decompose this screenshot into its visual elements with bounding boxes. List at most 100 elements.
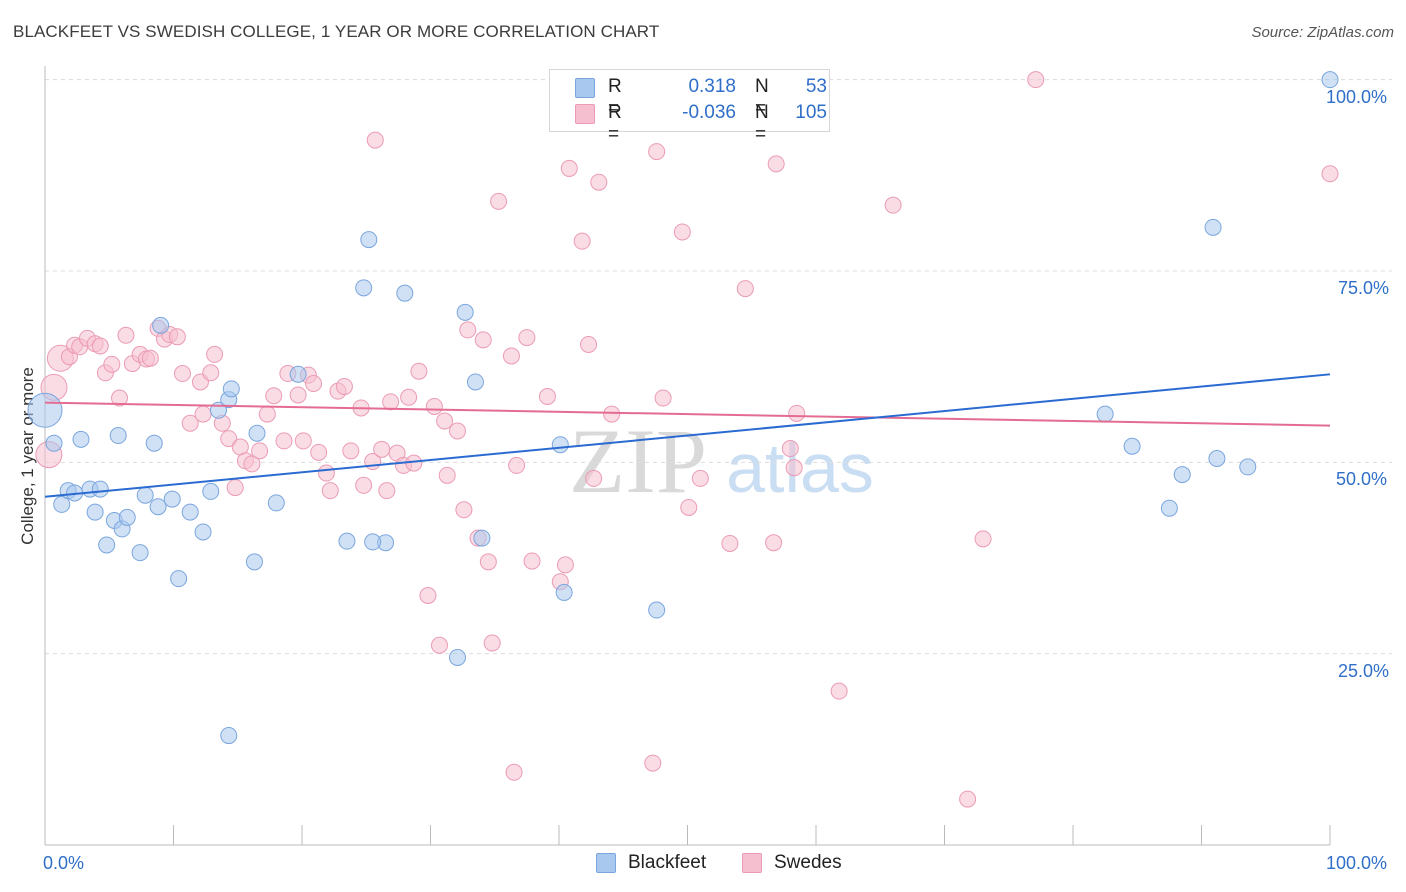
blackfeet-point — [551, 436, 569, 454]
blackfeet-point — [45, 434, 63, 452]
blackfeet-point — [118, 508, 136, 526]
bottom-legend-label-blackfeet: Blackfeet — [628, 852, 707, 873]
legend-n-value: 105 — [795, 102, 827, 123]
swedes-point — [400, 388, 418, 406]
blackfeet-point — [338, 532, 356, 550]
legend-r-value: 0.318 — [688, 76, 736, 97]
swedes-point — [258, 405, 276, 423]
swedes-point — [974, 530, 992, 548]
swedes-point — [508, 456, 526, 474]
stats-legend: R = 0.318 N = 53 R = -0.036 N = 105 — [549, 69, 830, 145]
swedes-point — [342, 442, 360, 460]
blackfeet-point — [91, 480, 109, 498]
swedes-point — [580, 335, 598, 353]
swedes-point — [310, 443, 328, 461]
legend-swatch-pink — [575, 104, 595, 124]
swedes-point — [141, 349, 159, 367]
trend-lines — [44, 373, 1331, 498]
swedes-point — [91, 337, 109, 355]
swedes-point — [181, 414, 199, 432]
swedes-point — [721, 534, 739, 552]
swedes-point — [206, 345, 224, 363]
swedes-point — [505, 763, 523, 781]
blackfeet-point — [1239, 458, 1257, 476]
swedes-point — [691, 469, 709, 487]
swedes-point — [459, 321, 477, 339]
chart-title: BLACKFEET VS SWEDISH COLLEGE, 1 YEAR OR … — [13, 22, 660, 41]
blackfeet-point — [456, 303, 474, 321]
blackfeet-points — [27, 71, 1339, 745]
swedes-point — [430, 636, 448, 654]
blackfeet-point — [555, 583, 573, 601]
swedes-point — [410, 362, 428, 380]
blackfeet-point — [220, 727, 238, 745]
swedes-point — [425, 397, 443, 415]
swedes-point — [474, 331, 492, 349]
blackfeet-point — [202, 482, 220, 500]
watermark: ZIP atlas — [569, 410, 874, 512]
x-tick-label-min: 0.0% — [43, 853, 85, 873]
swedes-point — [366, 131, 384, 149]
blackfeet-point — [448, 648, 466, 666]
swedes-point — [305, 374, 323, 392]
blackfeet-point — [27, 392, 63, 428]
swedes-point — [335, 378, 353, 396]
swedes-point — [830, 682, 848, 700]
blackfeet-point — [1123, 437, 1141, 455]
blackfeet-point — [131, 544, 149, 562]
swedes-point — [483, 634, 501, 652]
swedes-point — [556, 556, 574, 574]
swedes-point — [378, 482, 396, 500]
swedes-point — [648, 143, 666, 161]
swedes-point — [317, 464, 335, 482]
swedes-point — [243, 455, 261, 473]
blackfeet-point — [245, 553, 263, 571]
blackfeet-point — [86, 503, 104, 521]
swedes-point — [438, 466, 456, 484]
blackfeet-trend-line — [44, 373, 1331, 498]
blackfeet-point — [648, 601, 666, 619]
blackfeet-point — [466, 373, 484, 391]
blackfeet-point — [222, 380, 240, 398]
swedes-point — [523, 552, 541, 570]
blackfeet-point — [1173, 466, 1191, 484]
legend-r-value: -0.036 — [682, 102, 736, 123]
blackfeet-point — [109, 427, 127, 445]
swedes-point — [202, 364, 220, 382]
blackfeet-point — [170, 570, 188, 588]
blackfeet-point — [364, 533, 382, 551]
swedes-point — [103, 355, 121, 373]
source-note: Source: ZipAtlas.com — [1251, 24, 1394, 41]
blackfeet-point — [145, 434, 163, 452]
blackfeet-point — [163, 490, 181, 508]
blackfeet-point — [267, 494, 285, 512]
swedes-point — [785, 459, 803, 477]
blackfeet-point — [248, 424, 266, 442]
legend-r-label: R = — [608, 76, 622, 119]
swedes-point — [765, 534, 783, 552]
swedes-point — [226, 479, 244, 497]
swedes-point — [560, 159, 578, 177]
swedes-point — [781, 440, 799, 458]
swedes-point — [736, 280, 754, 298]
swedes-point — [455, 501, 473, 519]
swedes-point — [573, 232, 591, 250]
swedes-point — [117, 326, 135, 344]
swedes-point — [173, 365, 191, 383]
legend-n-label: N = — [755, 102, 769, 145]
blackfeet-point — [1096, 405, 1114, 423]
blackfeet-point — [194, 523, 212, 541]
y-tick-label-25: 25.0% — [1338, 661, 1390, 681]
blackfeet-point — [149, 498, 167, 516]
grid-lines — [45, 79, 1392, 655]
blackfeet-point — [1160, 499, 1178, 517]
swedes-point — [220, 430, 238, 448]
swedes-point — [884, 196, 902, 214]
legend-r-label: R = — [608, 102, 622, 145]
swedes-point — [289, 386, 307, 404]
blackfeet-point — [396, 284, 414, 302]
blackfeet-point — [289, 365, 307, 383]
blackfeet-point — [152, 316, 170, 334]
swedes-point — [265, 387, 283, 405]
